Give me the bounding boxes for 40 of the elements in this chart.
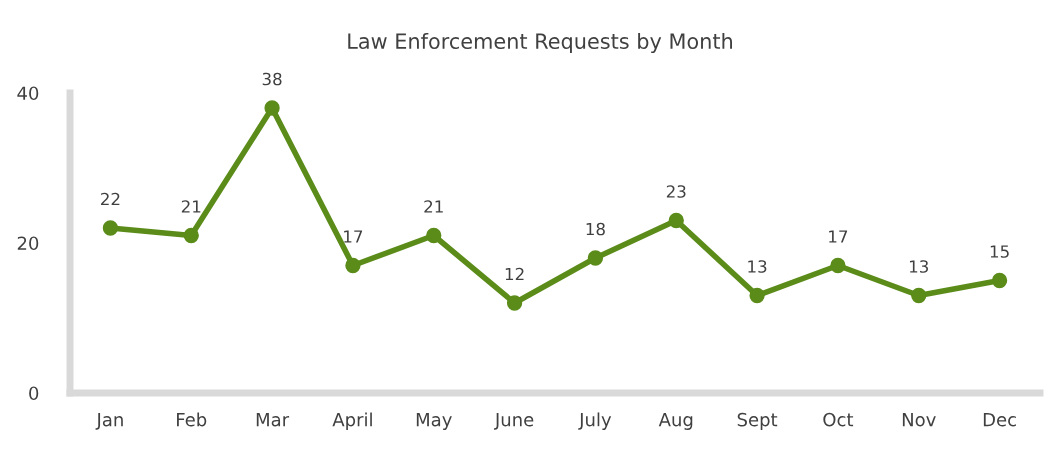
x-tick-label: May xyxy=(416,413,452,430)
y-tick-label: 20 xyxy=(17,236,39,251)
x-tick-label: April xyxy=(332,412,372,430)
data-label: 21 xyxy=(424,200,443,213)
data-label: 12 xyxy=(505,267,524,281)
data-label: 18 xyxy=(586,222,605,236)
data-label: 22 xyxy=(101,192,120,206)
x-tick-label: Feb xyxy=(177,412,207,427)
chart-title: Law Enforcement Requests by Month xyxy=(348,32,732,54)
x-tick-label: June xyxy=(493,413,534,430)
data-label: 17 xyxy=(829,230,848,243)
y-tick-label: 40 xyxy=(17,86,39,101)
point xyxy=(668,212,684,229)
data-label: 13 xyxy=(748,260,767,273)
point xyxy=(506,295,523,311)
point xyxy=(749,287,765,304)
data-label: 38 xyxy=(262,72,282,86)
point xyxy=(264,100,280,116)
point xyxy=(911,287,927,304)
x-tick-label: Jan xyxy=(95,413,123,430)
point xyxy=(102,220,119,236)
x-tick-label: Aug xyxy=(658,413,693,430)
point xyxy=(830,257,846,274)
x-tick-label: Oct xyxy=(823,412,854,427)
x-tick-label: Mar xyxy=(256,413,290,427)
point xyxy=(991,272,1008,289)
x-tick-label: July xyxy=(578,412,612,430)
x-tick-label: Nov xyxy=(902,413,936,427)
data-label: 17 xyxy=(344,230,363,243)
x-tick-label: Sept xyxy=(737,412,778,430)
point xyxy=(426,227,442,244)
data-label: 21 xyxy=(181,200,201,213)
x-tick-label: Dec xyxy=(983,413,1016,427)
point xyxy=(345,257,361,274)
point xyxy=(183,227,199,244)
y-tick-label: 0 xyxy=(29,386,39,401)
data-label: 13 xyxy=(909,260,929,273)
point xyxy=(587,250,604,266)
data-label: 15 xyxy=(990,245,1009,258)
data-label: 23 xyxy=(666,185,686,198)
